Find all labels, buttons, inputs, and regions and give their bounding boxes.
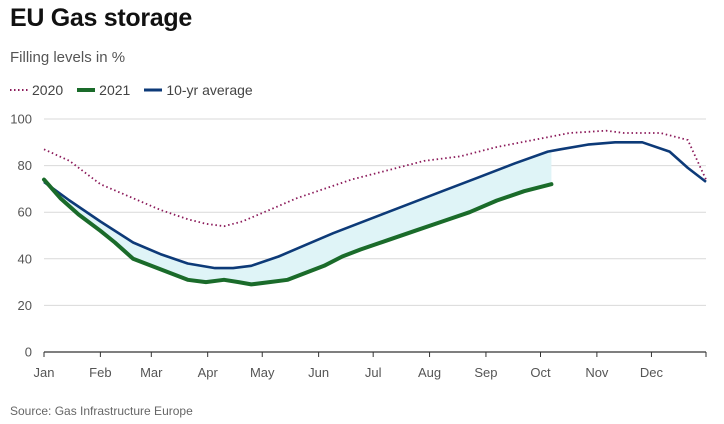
y-tick-label: 0 <box>25 345 32 360</box>
x-tick-label: Feb <box>89 365 111 380</box>
series-line-2021 <box>42 177 554 287</box>
x-tick-label: Nov <box>585 365 609 380</box>
y-axis-labels: 0 20 40 60 80 100 <box>10 112 32 360</box>
legend-swatch-avg <box>144 88 163 92</box>
series-line-10yr-average <box>43 141 707 270</box>
y-tick-label: 60 <box>18 205 32 220</box>
legend-item-2021: 2021 <box>77 82 130 98</box>
series-line-2020 <box>43 129 707 228</box>
y-tick-label: 40 <box>18 251 32 266</box>
legend-item-avg: 10-yr average <box>144 82 253 98</box>
x-axis: Jan Feb Mar Apr May Jun Jul Aug Sep Oct Nov Dec <box>34 352 707 380</box>
x-tick-label: Dec <box>640 365 664 380</box>
chart-title: EU Gas storage <box>10 4 192 32</box>
x-tick-label: Apr <box>198 365 219 380</box>
chart-subtitle: Filling levels in % <box>10 49 126 66</box>
source-note: Source: Gas Infrastructure Europe <box>10 404 193 418</box>
x-tick-label: Oct <box>530 365 551 380</box>
x-tick-label: Jan <box>34 365 55 380</box>
legend-label-2021: 2021 <box>99 82 131 98</box>
x-tick-label: Jul <box>365 365 382 380</box>
grid-lines <box>44 118 706 353</box>
y-tick-label: 100 <box>10 112 32 127</box>
x-tick-label: Jun <box>308 365 329 380</box>
legend-label-2020: 2020 <box>32 82 64 98</box>
legend-item-2020: 2020 <box>10 82 63 98</box>
x-tick-label: Mar <box>140 365 163 380</box>
legend-swatch-2021 <box>77 88 96 92</box>
x-tick-label: May <box>250 365 275 380</box>
y-tick-label: 80 <box>18 158 32 173</box>
x-tick-label: Sep <box>474 365 497 380</box>
x-tick-label: Aug <box>418 365 441 380</box>
legend-swatch-2020 <box>10 89 28 91</box>
legend-label-avg: 10-yr average <box>166 82 253 98</box>
legend: 2020 2021 10-yr average <box>10 82 267 98</box>
shaded-gap-area <box>44 151 552 285</box>
y-tick-label: 20 <box>18 298 32 313</box>
